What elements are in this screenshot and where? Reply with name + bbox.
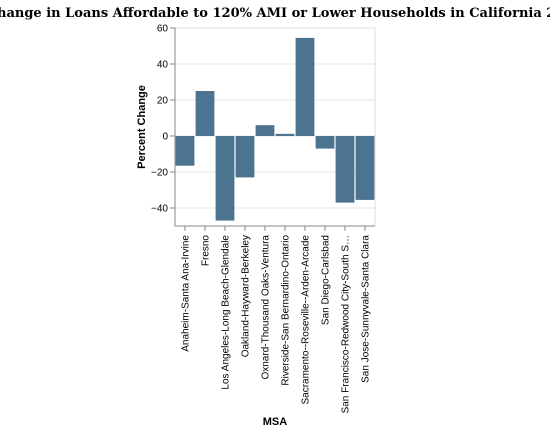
x-tick-label-2: Los Angeles-Long Beach-Glendale	[221, 235, 232, 390]
x-tick-label-1: Fresno	[201, 235, 212, 267]
y-tick-label-1: −20	[151, 168, 168, 179]
bar-0	[175, 136, 195, 166]
bar-7	[315, 136, 335, 149]
y-tick-label-3: 20	[157, 96, 169, 107]
x-tick-label-9: San Jose-Sunnyvale-Santa Clara	[361, 235, 372, 383]
bar-6	[295, 37, 315, 136]
x-tick-label-5: Riverside-San Bernardino-Ontario	[281, 235, 292, 386]
bar-3	[235, 136, 255, 178]
x-tick-label-7: San Diego-Carlsbad	[321, 235, 332, 325]
bar-5	[275, 133, 295, 136]
x-axis-title: MSA	[263, 416, 288, 428]
x-tick-label-0: Anaheim-Santa Ana-Irvine	[181, 235, 192, 352]
x-tick-label-8: San Francisco-Redwood City-South S…	[341, 235, 352, 413]
y-tick-label-4: 40	[157, 60, 169, 71]
bar-2	[215, 136, 235, 221]
bar-8	[335, 136, 355, 203]
y-ticks: −40 −20 0 20 40 60	[151, 24, 175, 215]
axes	[174, 27, 376, 227]
bar-4	[255, 125, 275, 136]
bar-1	[195, 91, 215, 136]
x-tick-label-6: Sacramento--Roseville--Arden-Arcade	[301, 235, 312, 405]
y-tick-label-0: −40	[151, 204, 168, 215]
bar-9	[355, 136, 375, 200]
chart-title: Percent Change in Loans Affordable to 12…	[0, 6, 550, 21]
x-tick-label-3: Oakland-Hayward-Berkeley	[241, 235, 252, 357]
x-ticks: Anaheim-Santa Ana-Irvine Fresno Los Angele…	[181, 226, 372, 413]
y-tick-label-5: 60	[157, 24, 169, 35]
bars	[175, 37, 375, 221]
y-axis-title: Percent Change	[136, 85, 148, 169]
x-tick-label-4: Oxnard-Thousand Oaks-Ventura	[261, 235, 272, 380]
y-tick-label-2: 0	[162, 132, 168, 143]
